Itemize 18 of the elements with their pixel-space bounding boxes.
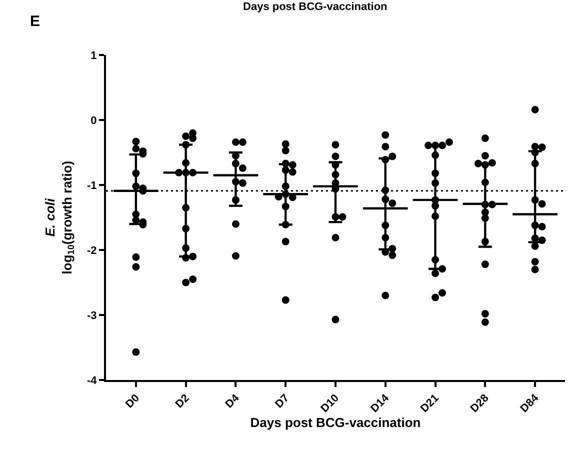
x-tick-label: D28: [468, 392, 492, 415]
y-tick-label: -2: [87, 244, 97, 257]
y-tick-label: -4: [87, 374, 98, 387]
y-tick-label: -1: [87, 180, 97, 192]
x-tick-label: D21: [418, 392, 442, 415]
y-tick-label: 1: [90, 50, 97, 62]
x-tick-label: D84: [518, 392, 542, 415]
text: Days post BCG-vaccination: [250, 415, 421, 430]
x-axis-title: Days post BCG-vaccination: [243, 0, 388, 13]
y-tick-label: 0: [90, 114, 97, 127]
x-tick-label: D2: [173, 392, 192, 411]
text: E: [30, 13, 40, 30]
x-tick-label: D10: [318, 392, 342, 415]
x-tick-label: D14: [368, 392, 392, 415]
y-tick-label: -3: [87, 310, 97, 322]
x-tick-label: D4: [223, 392, 242, 411]
x-tick-label: D7: [273, 392, 292, 411]
x-tick-label: D0: [124, 392, 142, 411]
